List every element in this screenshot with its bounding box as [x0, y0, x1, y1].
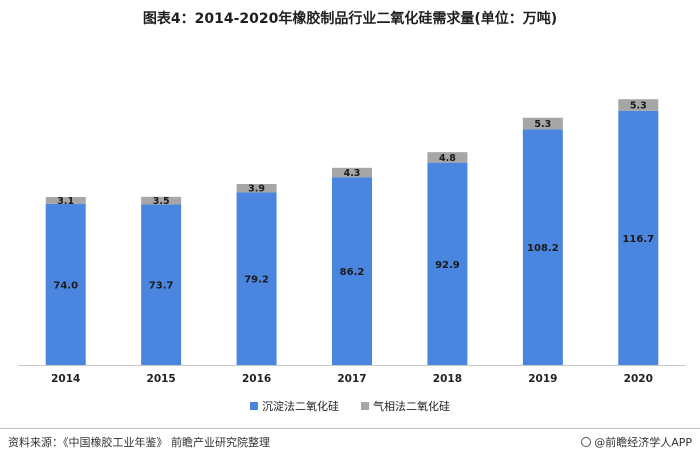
bar-fumed-2017: [332, 167, 372, 178]
x-tick-label-2019: 2019: [528, 373, 557, 385]
bar-fumed-2018: [427, 152, 468, 163]
bar-precipitated-2019: [522, 129, 563, 365]
data-label-precipitated-2020: 116.7: [622, 234, 654, 245]
legend-label-precipitated: 沉淀法二氧化硅: [262, 400, 339, 413]
legend-item-precipitated: 沉淀法二氧化硅: [250, 398, 339, 414]
legend-label-fumed: 气相法二氧化硅: [373, 400, 450, 413]
bar-precipitated-2014: [45, 203, 86, 365]
source-note: 资料来源：《中国橡胶工业年鉴》 前瞻产业研究院整理: [8, 436, 270, 449]
data-label-precipitated-2018: 92.9: [435, 260, 460, 271]
x-tick-label-2014: 2014: [51, 373, 80, 385]
legend-swatch-fumed: [361, 402, 369, 410]
brand-logo-icon: [581, 437, 592, 447]
x-tick-label-2017: 2017: [337, 373, 366, 385]
bar-precipitated-2017: [332, 177, 372, 365]
brand-text: @前瞻经济学人APP: [594, 436, 692, 449]
brand-credit: @前瞻经济学人APP: [581, 434, 692, 450]
x-tick-label-2020: 2020: [624, 373, 653, 385]
data-label-precipitated-2015: 73.7: [149, 281, 174, 292]
data-label-fumed-2016: 3.9: [248, 184, 265, 195]
bar-fumed-2020: [618, 99, 659, 111]
data-label-fumed-2020: 5.3: [630, 100, 647, 111]
data-label-fumed-2017: 4.3: [344, 168, 361, 179]
data-label-precipitated-2016: 79.2: [244, 275, 269, 286]
x-tick-label-2015: 2015: [147, 373, 176, 385]
chart-title: 图表4：2014-2020年橡胶制品行业二氧化硅需求量(单位：万吨): [142, 11, 558, 27]
bar-precipitated-2018: [427, 162, 468, 365]
x-tick-label-2018: 2018: [433, 373, 462, 385]
x-tick-label-2016: 2016: [242, 373, 271, 385]
bar-precipitated-2020: [618, 110, 659, 365]
legend-item-fumed: 气相法二氧化硅: [361, 398, 450, 414]
bar-precipitated-2015: [141, 204, 182, 365]
bar-fumed-2014: [45, 197, 86, 204]
bar-precipitated-2016: [236, 192, 277, 365]
data-label-fumed-2014: 3.1: [57, 196, 74, 207]
data-label-fumed-2015: 3.5: [153, 196, 170, 207]
footer-divider: [0, 428, 700, 429]
legend-swatch-precipitated: [250, 402, 258, 410]
bar-fumed-2019: [522, 117, 563, 130]
data-label-fumed-2018: 4.8: [439, 153, 456, 164]
bar-fumed-2016: [236, 183, 277, 193]
bar-fumed-2015: [141, 196, 182, 205]
legend: 沉淀法二氧化硅 气相法二氧化硅: [0, 398, 700, 414]
data-label-precipitated-2017: 86.2: [340, 267, 365, 278]
data-label-precipitated-2014: 74.0: [53, 280, 78, 291]
data-label-precipitated-2019: 108.2: [527, 243, 559, 254]
data-label-fumed-2019: 5.3: [534, 119, 551, 130]
